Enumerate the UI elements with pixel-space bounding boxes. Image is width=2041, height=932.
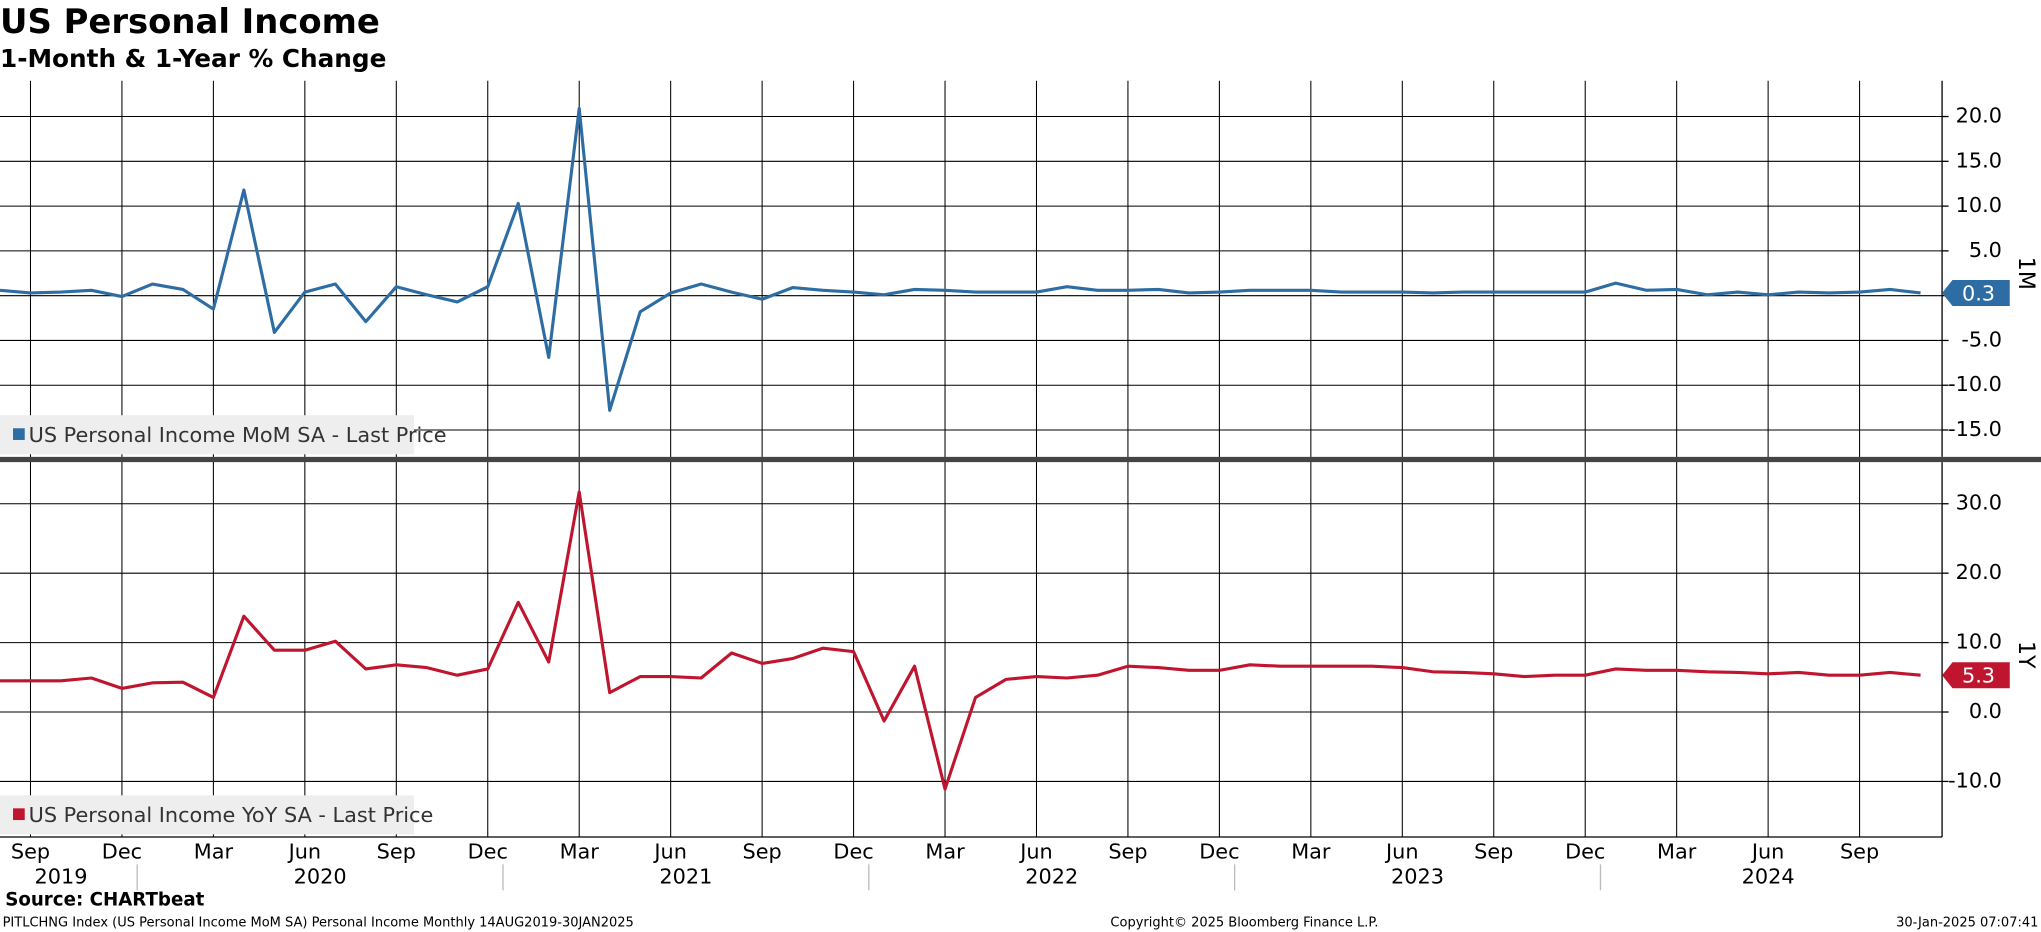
x-tick-label: Mar bbox=[560, 840, 600, 864]
x-tick-label: Jun bbox=[1750, 840, 1785, 864]
x-tick-label: Dec bbox=[468, 840, 508, 864]
x-tick-label: Jun bbox=[1018, 840, 1053, 864]
y-tick-label: -10.0 bbox=[1948, 768, 2002, 792]
x-tick-label: Dec bbox=[1565, 840, 1605, 864]
x-tick-label: Mar bbox=[1657, 840, 1697, 864]
x-tick-label: Mar bbox=[925, 840, 965, 864]
x-tick-label: Sep bbox=[11, 840, 50, 864]
x-tick-label: Sep bbox=[743, 840, 782, 864]
y-tick-label: 10.0 bbox=[1956, 630, 2002, 654]
footer-center: Copyright© 2025 Bloomberg Finance L.P. bbox=[1110, 915, 1378, 930]
x-tick-label: Mar bbox=[194, 840, 234, 864]
last-value-tag bbox=[1942, 279, 2010, 306]
y-tick-label: 10.0 bbox=[1956, 193, 2002, 217]
footer-right: 30-Jan-2025 07:07:41 bbox=[1896, 915, 2038, 930]
legend-label: US Personal Income YoY SA - Last Price bbox=[29, 803, 434, 827]
legend-box bbox=[0, 795, 414, 835]
x-tick-label: Jun bbox=[652, 840, 687, 864]
legend-swatch bbox=[13, 808, 25, 821]
x-tick-label: Mar bbox=[1291, 840, 1331, 864]
legend-label: US Personal Income MoM SA - Last Price bbox=[29, 423, 447, 447]
x-tick-label: Dec bbox=[1199, 840, 1239, 864]
panel-label: 1Y bbox=[2013, 641, 2039, 669]
y-tick-label: -5.0 bbox=[1961, 327, 2002, 351]
chart-title: US Personal Income bbox=[0, 2, 380, 41]
x-year-label: 2022 bbox=[1025, 864, 1078, 888]
panel-label: 1M bbox=[2013, 257, 2039, 290]
x-year-label: 2020 bbox=[294, 864, 347, 888]
legend-swatch bbox=[13, 428, 25, 440]
x-tick-label: Sep bbox=[377, 840, 416, 864]
legend-box bbox=[0, 415, 414, 455]
x-year-label: 2021 bbox=[659, 864, 712, 888]
data-line bbox=[0, 490, 1921, 791]
y-tick-label: 15.0 bbox=[1956, 148, 2002, 172]
y-tick-label: 30.0 bbox=[1956, 491, 2002, 515]
data-line bbox=[0, 106, 1921, 412]
chart-subtitle: 1-Month & 1-Year % Change bbox=[0, 44, 386, 73]
x-year-label: 2024 bbox=[1742, 864, 1795, 888]
x-year-label: 2019 bbox=[34, 864, 87, 888]
y-tick-label: -15.0 bbox=[1948, 417, 2002, 441]
y-tick-label: -10.0 bbox=[1948, 372, 2002, 396]
x-year-label: 2023 bbox=[1391, 864, 1444, 888]
last-value-tag bbox=[1942, 662, 2010, 689]
x-tick-label: Sep bbox=[1108, 840, 1147, 864]
y-tick-label: 20.0 bbox=[1956, 560, 2002, 584]
x-tick-label: Dec bbox=[102, 840, 142, 864]
x-tick-label: Sep bbox=[1840, 840, 1879, 864]
x-tick-label: Sep bbox=[1474, 840, 1513, 864]
x-tick-label: Dec bbox=[833, 840, 873, 864]
last-value-label: 0.3 bbox=[1962, 281, 1995, 305]
x-tick-label: Jun bbox=[1384, 840, 1419, 864]
source: Source: CHARTbeat bbox=[5, 890, 204, 911]
y-tick-label: 0.0 bbox=[1969, 699, 2002, 723]
last-value-label: 5.3 bbox=[1962, 664, 1995, 688]
x-tick-label: Jun bbox=[287, 840, 322, 864]
y-tick-label: 5.0 bbox=[1969, 238, 2002, 262]
footer-left: PITLCHNG Index (US Personal Income MoM S… bbox=[3, 915, 634, 930]
y-tick-label: 20.0 bbox=[1956, 104, 2002, 128]
